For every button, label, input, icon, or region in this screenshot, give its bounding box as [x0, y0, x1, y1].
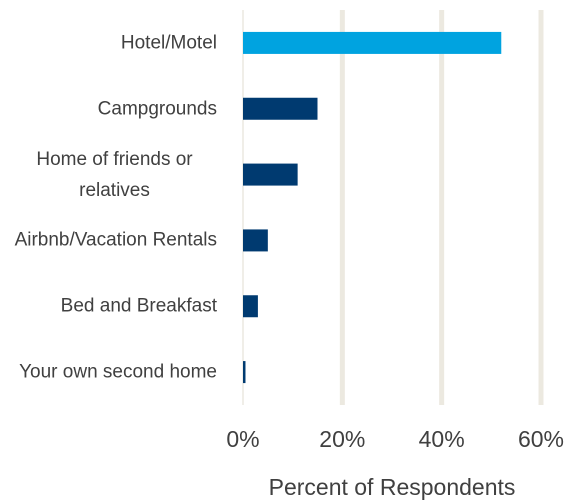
- category-label: Your own second home: [0, 357, 217, 388]
- category-text: Your own second home: [19, 361, 217, 383]
- category-text: Hotel/Motel: [120, 32, 217, 54]
- bar: [243, 361, 246, 384]
- bar: [243, 163, 298, 186]
- x-tick-label: 0%: [226, 426, 260, 452]
- x-axis-title: Percent of Respondents: [268, 474, 516, 500]
- x-tick-label: 40%: [418, 426, 465, 452]
- category-label: Hotel/Motel: [0, 27, 217, 58]
- category-label: Home of friends or relatives: [0, 144, 217, 206]
- x-tick-label: 60%: [517, 426, 565, 452]
- x-tick-label: 20%: [319, 426, 366, 452]
- category-text: Airbnb/Vacation Rentals: [14, 229, 217, 251]
- bar: [243, 31, 502, 54]
- bar: [243, 295, 258, 318]
- category-text: Campgrounds: [97, 98, 217, 120]
- category-text: Home of friends or relatives: [36, 148, 193, 201]
- bar: [243, 97, 318, 120]
- category-text: Bed and Breakfast: [60, 295, 217, 317]
- category-label: Bed and Breakfast: [0, 291, 217, 322]
- category-label: Airbnb/Vacation Rentals: [0, 225, 217, 256]
- category-label: Campgrounds: [0, 93, 217, 124]
- bar: [243, 229, 268, 252]
